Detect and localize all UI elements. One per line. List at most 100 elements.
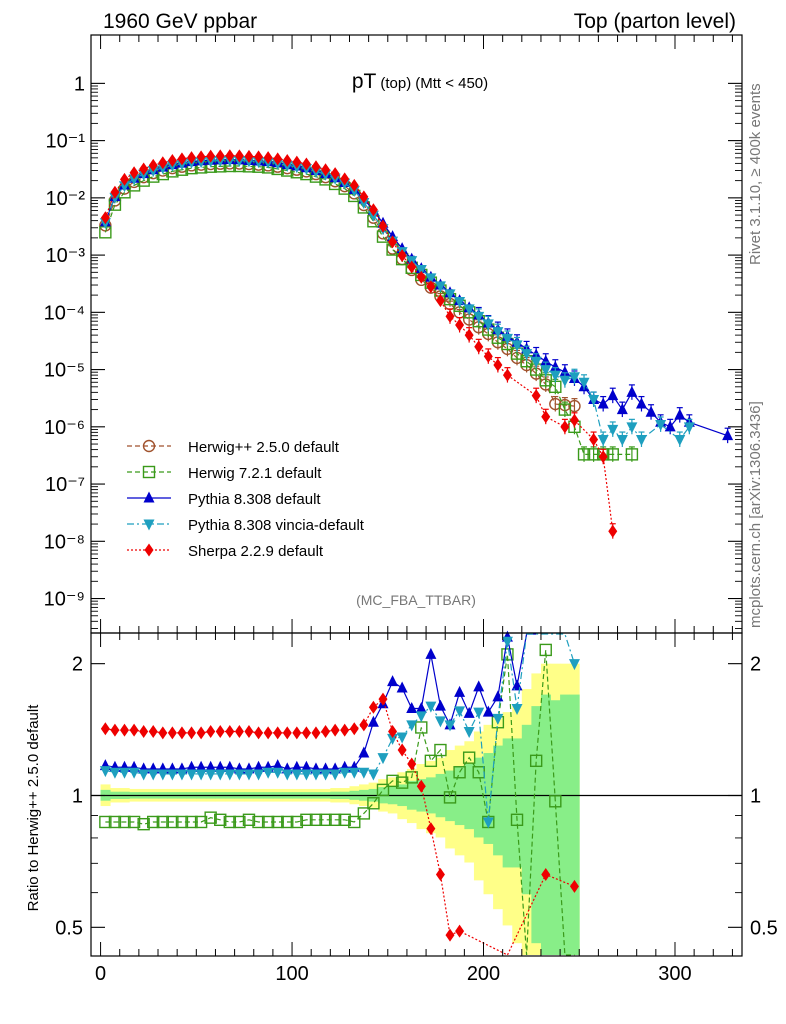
main-point-vincia: [530, 356, 542, 368]
header-right: Top (parton level): [574, 10, 736, 33]
ratio-point-vincia: [568, 659, 580, 671]
ratio-point-vincia: [128, 767, 140, 779]
ratio-point-herwig7: [338, 813, 351, 827]
ratio-point-vincia: [300, 769, 312, 781]
ratio-point-herwig7: [386, 774, 399, 788]
ratio-point-herwig7: [137, 817, 150, 831]
ratio-point-sherpa: [100, 722, 110, 736]
ratio-line-pythia: [105, 633, 537, 770]
ratio-point-sherpa: [148, 725, 158, 739]
ratio-point-sherpa: [225, 725, 235, 739]
main-point-sherpa: [225, 149, 235, 163]
ratio-point-vincia: [147, 769, 159, 781]
uncertainty-band-green: [531, 706, 542, 944]
ratio-point-pythia: [186, 760, 198, 772]
main-point-sherpa: [435, 294, 445, 308]
main-point-vincia: [128, 174, 140, 186]
ratio-point-herwig7: [549, 795, 562, 808]
ratio-xtick-label: 0: [95, 963, 106, 985]
main-point-sherpa: [502, 368, 512, 382]
main-point-sherpa: [349, 178, 359, 192]
ratio-series-vincia: [99, 633, 580, 829]
ratio-ylabel: Ratio to Herwig++ 2.5.0 default: [25, 704, 42, 912]
ratio-point-sherpa: [321, 725, 331, 739]
ratio-point-sherpa: [368, 700, 378, 714]
uncertainty-band-green: [560, 694, 571, 955]
main-point-sherpa: [139, 162, 149, 176]
ratio-point-vincia: [262, 767, 274, 779]
ratio-point-pythia: [291, 760, 303, 772]
main-point-vincia: [444, 289, 456, 301]
main-point-herwig7: [587, 448, 600, 461]
ratio-axes: 0.5 0.5 1 1 2 2 0 100 200 300: [55, 633, 778, 985]
ratio-point-sherpa: [215, 725, 225, 739]
ratio-point-herwig7: [357, 807, 371, 820]
ratio-xtick-label: 100: [275, 963, 308, 985]
ratio-point-vincia: [501, 636, 513, 648]
legend-entry-pythia: Pythia 8.308 default: [127, 491, 321, 508]
ratio-xtick-label: 300: [658, 963, 691, 985]
ratio-point-herwig7: [242, 813, 256, 827]
ratio-point-herwig7: [300, 813, 313, 827]
main-point-pythia: [549, 360, 561, 372]
uncertainty-band-green: [550, 700, 561, 955]
ratio-point-sherpa: [177, 726, 187, 740]
analysis-label: (MC_FBA_TTBAR): [356, 592, 476, 608]
main-point-sherpa: [110, 185, 120, 199]
ratio-point-pythia: [482, 705, 494, 717]
legend-marker-herwigpp: [142, 439, 156, 453]
main-point-vincia: [674, 435, 686, 447]
ratio-ytick-label-right: 2: [750, 654, 761, 676]
main-point-herwig7: [577, 448, 591, 461]
ratio-point-vincia: [176, 769, 188, 781]
ratio-point-herwig7: [166, 815, 179, 829]
ratio-point-sherpa: [359, 718, 369, 732]
main-point-vincia: [568, 372, 580, 384]
ratio-point-herwig7: [271, 815, 284, 829]
main-axes: 1 10⁻¹ 10⁻² 10⁻³ 10⁻⁴ 10⁻⁵ 10⁻⁶ 10⁻⁷ 10⁻⁸ 10⁻⁹: [44, 35, 742, 633]
ratio-point-pythia: [387, 675, 399, 687]
ratio-xtick-label: 200: [467, 963, 500, 985]
ratio-point-sherpa: [311, 726, 321, 740]
main-point-pythia: [559, 365, 571, 377]
main-point-sherpa: [569, 413, 579, 427]
main-point-sherpa: [340, 172, 350, 186]
plot-title-main: pT: [352, 70, 377, 93]
main-point-sherpa: [196, 150, 206, 164]
main-point-vincia: [415, 265, 427, 277]
ratio-point-vincia: [444, 720, 456, 732]
ratio-point-pythia: [454, 685, 466, 697]
ratio-point-herwig7: [290, 815, 304, 829]
plot-title-small: (top): [380, 75, 411, 92]
ratio-point-sherpa: [158, 726, 168, 740]
uncertainty-band-green: [454, 767, 465, 826]
legend-marker-pythia: [143, 491, 155, 503]
ratio-point-herwig7: [118, 815, 131, 829]
main-point-sherpa: [397, 249, 407, 263]
main-point-vincia: [521, 349, 533, 361]
ratio-point-pythia: [415, 701, 427, 713]
ratio-point-herwig7: [424, 754, 438, 768]
ratio-series-sherpa: [100, 692, 579, 956]
ratio-point-vincia: [272, 767, 284, 779]
main-point-sherpa: [474, 340, 484, 354]
ratio-point-vincia: [415, 711, 427, 723]
main-point-sherpa: [187, 151, 197, 165]
ratio-point-herwig7: [443, 791, 457, 804]
ratio-point-pythia: [367, 715, 379, 727]
ratio-point-vincia: [310, 769, 322, 781]
ratio-point-vincia: [224, 769, 236, 781]
main-point-sherpa: [560, 420, 570, 434]
ratio-point-sherpa: [167, 726, 177, 740]
main-point-vincia: [463, 304, 475, 316]
legend-label: Pythia 8.308 default: [188, 491, 321, 508]
main-line-herwigpp: [104, 162, 575, 407]
ratio-point-vincia: [396, 732, 408, 744]
ratio-series-pythia: [99, 630, 537, 774]
main-point-vincia: [425, 273, 437, 285]
main-point-vincia: [549, 370, 561, 382]
main-ytick-label: 10⁻¹: [46, 131, 86, 153]
ratio-point-sherpa: [206, 725, 216, 739]
main-point-sherpa: [455, 318, 465, 332]
ratio-point-sherpa: [292, 726, 302, 740]
